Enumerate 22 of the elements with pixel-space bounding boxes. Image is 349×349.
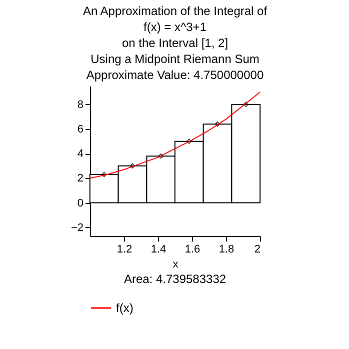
x-tick-label: 1.6 (184, 244, 200, 256)
legend-label: f(x) (116, 301, 134, 315)
y-tick-label: 0 (77, 197, 84, 210)
x-tick-label: 1.4 (150, 244, 166, 256)
point (130, 163, 136, 169)
y-tick-label: 8 (77, 98, 84, 111)
chart-title: An Approximation of the Integral of f(x) = x^3+1 on the Interval [1, 2] Using a Midpoint Riemann Sum Approximate Value: 4.750000000 (82, 4, 268, 82)
text: Area: 4.739583332 (124, 272, 226, 286)
point (214, 121, 220, 127)
point (101, 172, 107, 178)
line-series (90, 92, 260, 179)
point (243, 102, 249, 108)
y-tick-label: −2 (70, 222, 84, 234)
y-tick-label: 4 (77, 148, 84, 160)
y-tick-label: 2 (77, 172, 84, 185)
y-tick-label: 6 (77, 124, 84, 136)
point (186, 138, 192, 144)
x-tick-label: 1.2 (116, 244, 132, 256)
point (158, 153, 164, 159)
x-axis-title: x (172, 258, 179, 270)
x-tick-label: 1.8 (218, 244, 234, 256)
x-tick-label: 2 (254, 244, 260, 256)
